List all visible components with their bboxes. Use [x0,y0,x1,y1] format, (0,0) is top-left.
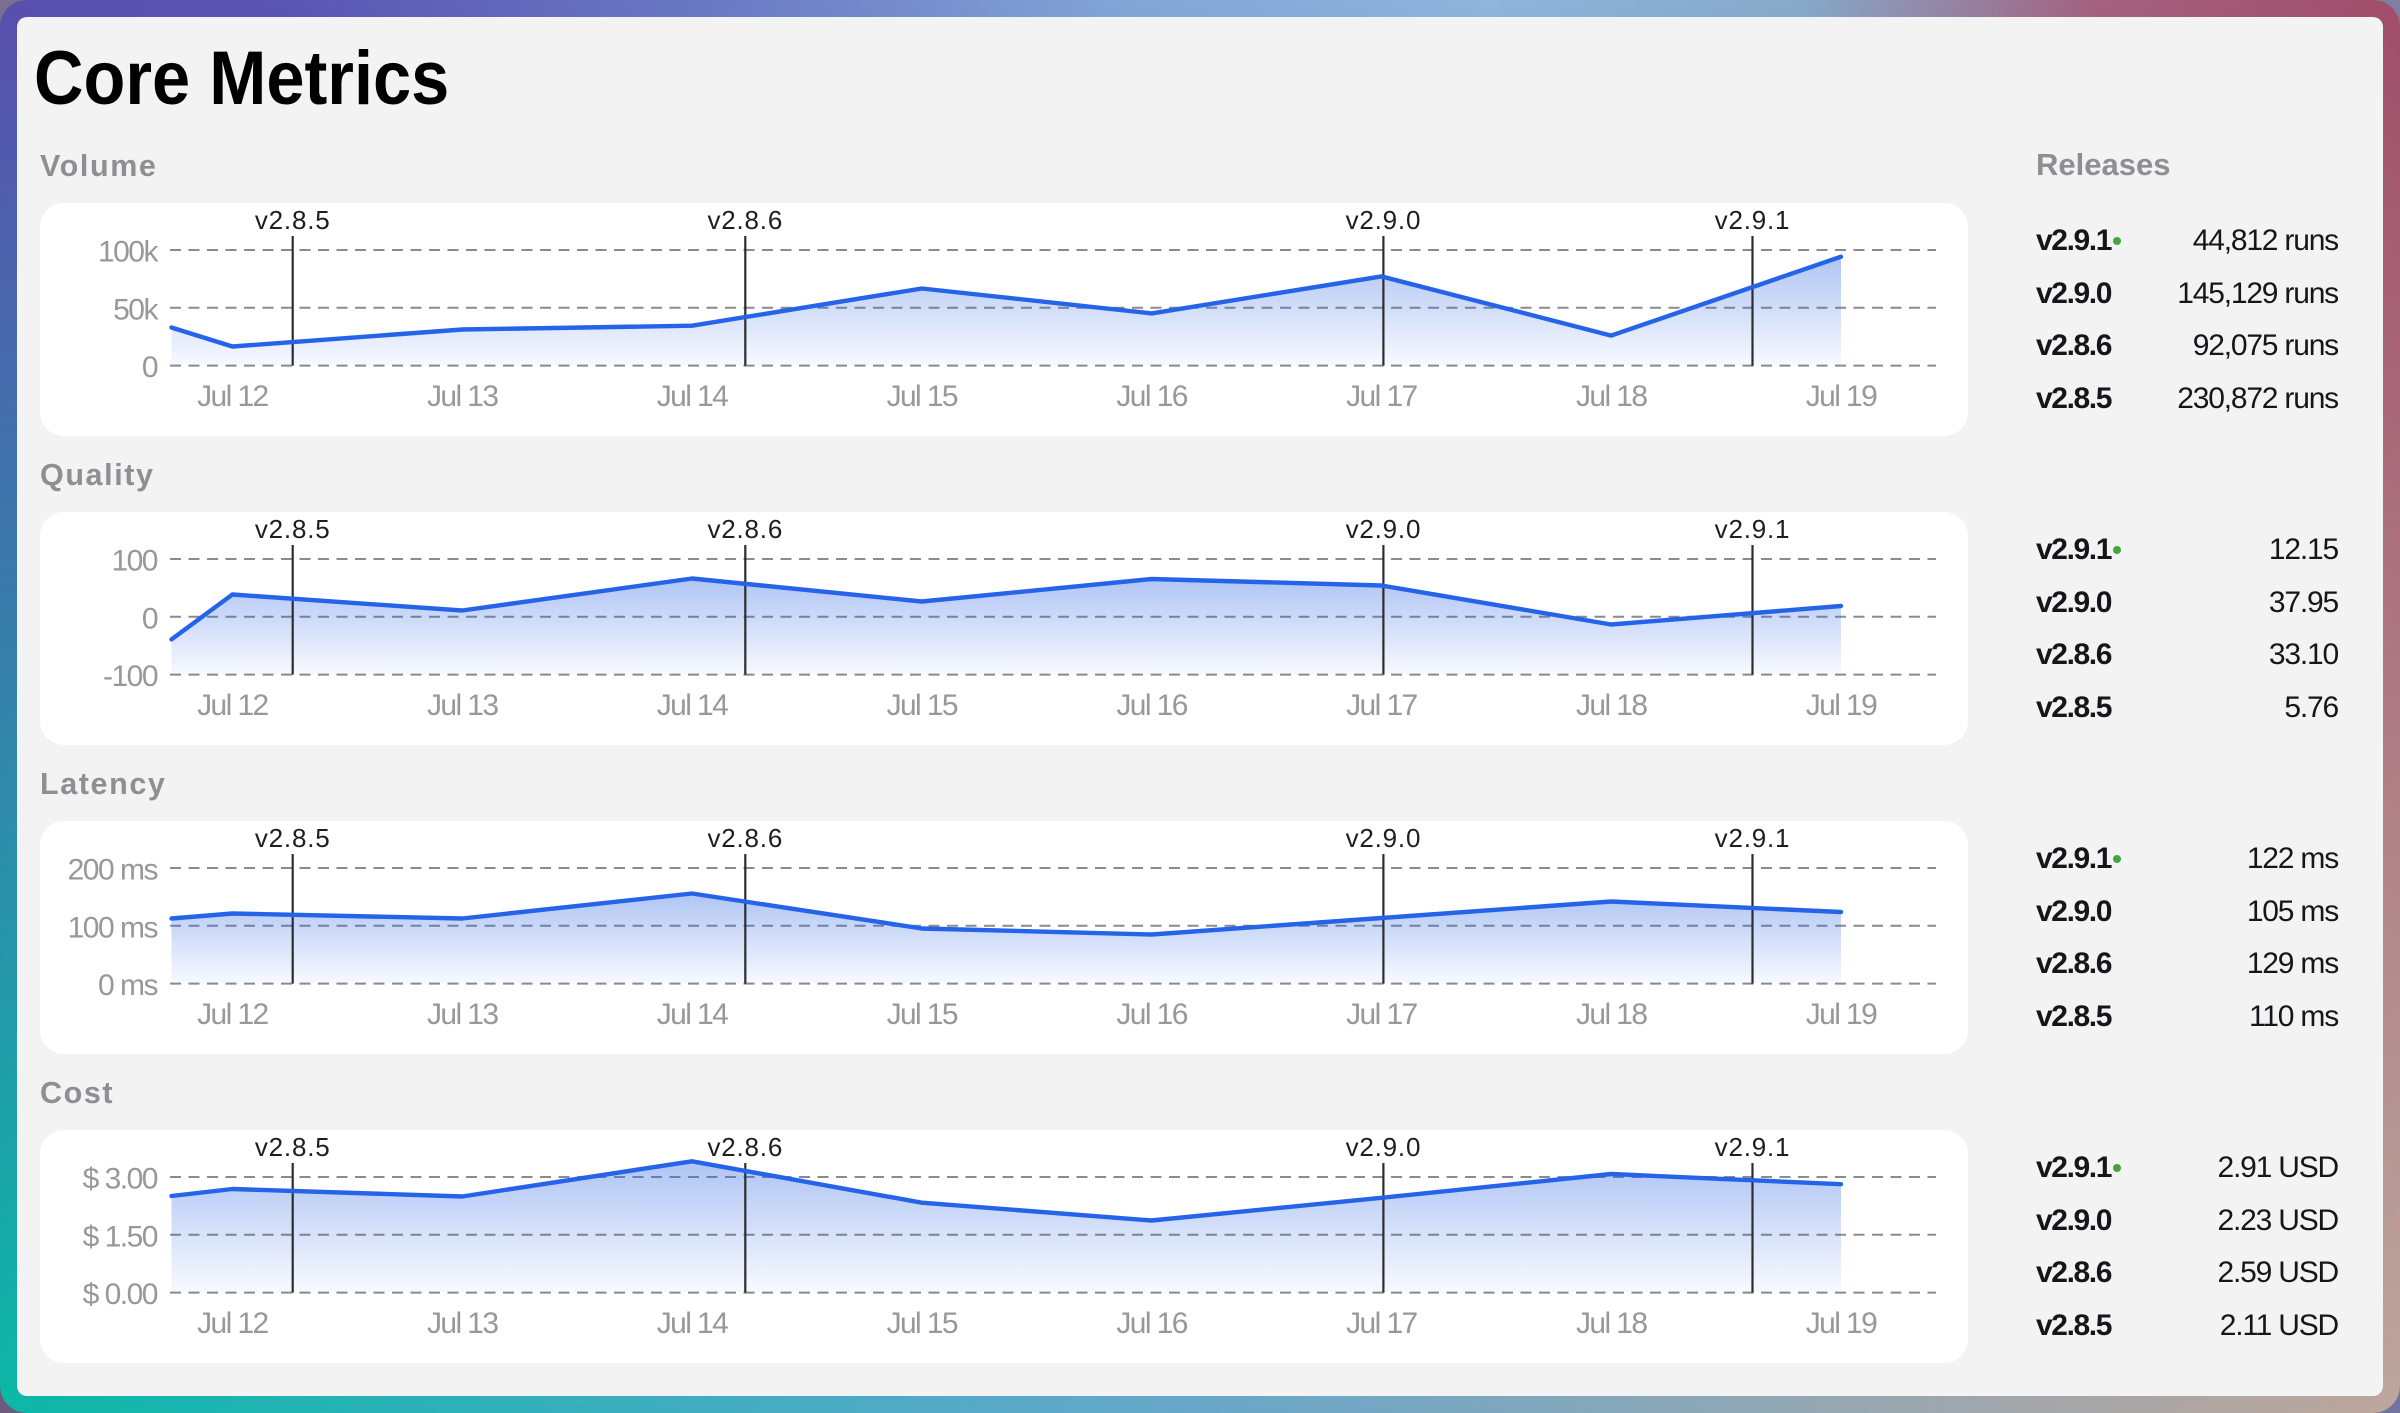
svg-text:Jul 12: Jul 12 [197,1307,268,1340]
svg-text:Jul 15: Jul 15 [887,1307,958,1340]
svg-text:$ 0.00: $ 0.00 [83,1278,158,1311]
svg-text:200 ms: 200 ms [68,854,158,887]
svg-text:Jul 12: Jul 12 [197,998,268,1031]
svg-text:100k: 100k [98,236,160,269]
svg-text:Jul 18: Jul 18 [1576,689,1647,722]
svg-text:Jul 19: Jul 19 [1806,689,1877,722]
svg-text:Jul 17: Jul 17 [1346,689,1417,722]
svg-text:0: 0 [142,351,158,384]
svg-text:v2.9.0: v2.9.0 [1346,514,1422,544]
svg-text:v2.9.1: v2.9.1 [1715,1132,1791,1162]
svg-text:Jul 14: Jul 14 [657,998,728,1031]
svg-text:100: 100 [111,545,157,578]
svg-text:$ 1.50: $ 1.50 [83,1220,158,1253]
svg-text:v2.8.5: v2.8.5 [255,514,331,544]
svg-text:-100: -100 [103,660,158,693]
svg-text:0: 0 [142,602,158,635]
svg-text:Jul 18: Jul 18 [1576,1307,1647,1340]
svg-text:Jul 18: Jul 18 [1576,380,1647,413]
svg-text:Jul 12: Jul 12 [197,380,268,413]
svg-text:Jul 19: Jul 19 [1806,998,1877,1031]
svg-text:Jul 16: Jul 16 [1116,998,1187,1031]
svg-text:Jul 12: Jul 12 [197,689,268,722]
svg-text:v2.8.6: v2.8.6 [707,514,783,544]
svg-text:Jul 17: Jul 17 [1346,380,1417,413]
svg-text:v2.8.5: v2.8.5 [255,1132,331,1162]
svg-text:v2.8.5: v2.8.5 [255,823,331,853]
svg-text:Jul 16: Jul 16 [1116,380,1187,413]
svg-text:v2.9.0: v2.9.0 [1346,1132,1422,1162]
svg-text:v2.8.6: v2.8.6 [707,205,783,235]
svg-text:Jul 19: Jul 19 [1806,1307,1877,1340]
svg-text:v2.8.6: v2.8.6 [707,1132,783,1162]
svg-text:Jul 14: Jul 14 [657,689,728,722]
svg-text:v2.9.1: v2.9.1 [1715,514,1791,544]
svg-text:100 ms: 100 ms [68,911,158,944]
svg-text:Jul 13: Jul 13 [427,1307,498,1340]
svg-text:Jul 13: Jul 13 [427,998,498,1031]
svg-text:0 ms: 0 ms [98,969,158,1002]
svg-text:Jul 19: Jul 19 [1806,380,1877,413]
svg-text:$ 3.00: $ 3.00 [83,1163,158,1196]
svg-text:Jul 14: Jul 14 [657,1307,728,1340]
svg-text:Jul 17: Jul 17 [1346,1307,1417,1340]
svg-text:v2.9.1: v2.9.1 [1715,205,1791,235]
svg-text:v2.8.5: v2.8.5 [255,205,331,235]
svg-text:Jul 15: Jul 15 [887,998,958,1031]
svg-text:Jul 17: Jul 17 [1346,998,1417,1031]
svg-text:Jul 14: Jul 14 [657,380,728,413]
svg-text:Jul 15: Jul 15 [887,689,958,722]
svg-text:Jul 16: Jul 16 [1116,1307,1187,1340]
svg-text:Jul 13: Jul 13 [427,689,498,722]
svg-text:v2.9.1: v2.9.1 [1715,823,1791,853]
svg-text:v2.9.0: v2.9.0 [1346,823,1422,853]
svg-text:Jul 15: Jul 15 [887,380,958,413]
svg-text:Jul 13: Jul 13 [427,380,498,413]
svg-text:v2.9.0: v2.9.0 [1346,205,1422,235]
svg-text:50k: 50k [113,293,159,326]
svg-text:Jul 18: Jul 18 [1576,998,1647,1031]
svg-text:v2.8.6: v2.8.6 [707,823,783,853]
svg-text:Jul 16: Jul 16 [1116,689,1187,722]
